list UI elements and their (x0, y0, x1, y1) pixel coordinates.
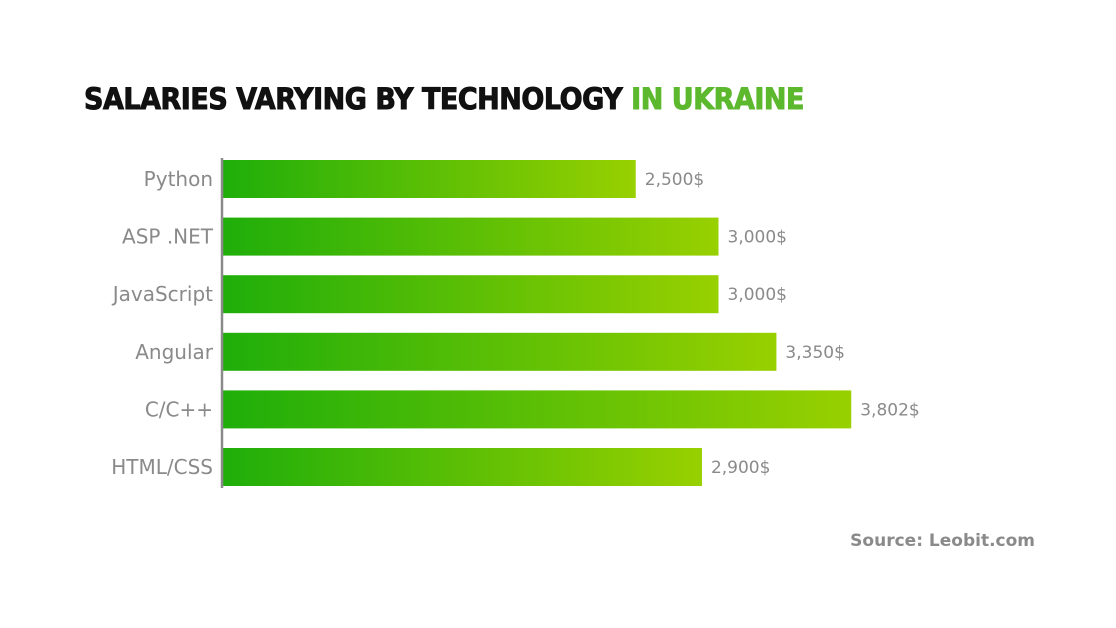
bar-angular (222, 332, 777, 371)
value-label: 2,900$ (711, 458, 770, 478)
bar-javascript (222, 275, 719, 314)
bar-asp-net (222, 217, 719, 256)
bar-c-c- (222, 390, 852, 429)
value-label: 3,802$ (860, 400, 919, 420)
category-label: Angular (135, 340, 214, 364)
category-label: HTML/CSS (111, 455, 213, 479)
category-label: C/C++ (145, 397, 213, 421)
category-label: ASP .NET (122, 225, 214, 249)
title-main: SALARIES VARYING BY TECHNOLOGY (84, 82, 624, 117)
category-label: Python (144, 167, 213, 191)
category-label: JavaScript (111, 282, 213, 306)
value-label: 3,000$ (728, 228, 787, 248)
source-note: Source: Leobit.com (850, 531, 1035, 551)
value-label: 2,500$ (645, 170, 704, 190)
bar-python (222, 160, 636, 198)
value-label: 3,000$ (728, 285, 787, 305)
bar-html-css (222, 448, 702, 486)
value-label: 3,350$ (785, 343, 844, 363)
title-highlight: IN UKRAINE (631, 82, 805, 117)
chart-title: SALARIES VARYING BY TECHNOLOGY IN UKRAIN… (84, 82, 805, 117)
